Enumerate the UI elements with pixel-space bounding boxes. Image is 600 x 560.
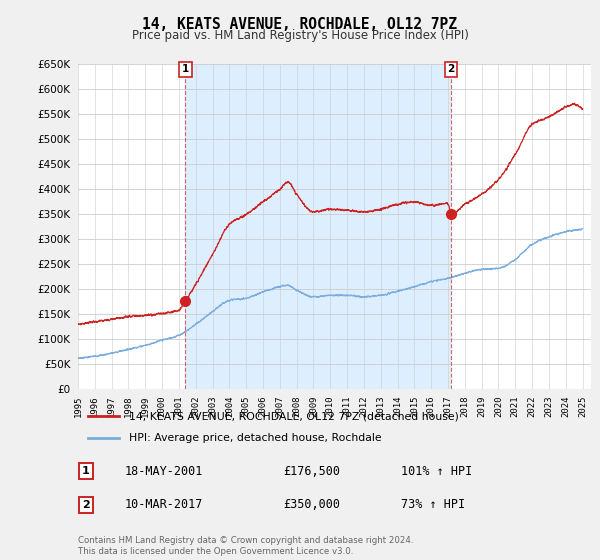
- Text: 1: 1: [182, 64, 189, 74]
- Text: £176,500: £176,500: [283, 465, 340, 478]
- Text: Price paid vs. HM Land Registry's House Price Index (HPI): Price paid vs. HM Land Registry's House …: [131, 29, 469, 42]
- Text: 2: 2: [82, 500, 89, 510]
- Text: 73% ↑ HPI: 73% ↑ HPI: [401, 498, 466, 511]
- Text: HPI: Average price, detached house, Rochdale: HPI: Average price, detached house, Roch…: [130, 433, 382, 443]
- Text: 18-MAY-2001: 18-MAY-2001: [124, 465, 203, 478]
- Text: 14, KEATS AVENUE, ROCHDALE, OL12 7PZ (detached house): 14, KEATS AVENUE, ROCHDALE, OL12 7PZ (de…: [130, 411, 459, 421]
- Text: 10-MAR-2017: 10-MAR-2017: [124, 498, 203, 511]
- Text: 14, KEATS AVENUE, ROCHDALE, OL12 7PZ: 14, KEATS AVENUE, ROCHDALE, OL12 7PZ: [143, 17, 458, 32]
- Text: Contains HM Land Registry data © Crown copyright and database right 2024.
This d: Contains HM Land Registry data © Crown c…: [78, 536, 413, 556]
- Text: 2: 2: [448, 64, 455, 74]
- Text: 101% ↑ HPI: 101% ↑ HPI: [401, 465, 472, 478]
- Text: 1: 1: [82, 466, 89, 476]
- Bar: [185, 64, 451, 389]
- Text: £350,000: £350,000: [283, 498, 340, 511]
